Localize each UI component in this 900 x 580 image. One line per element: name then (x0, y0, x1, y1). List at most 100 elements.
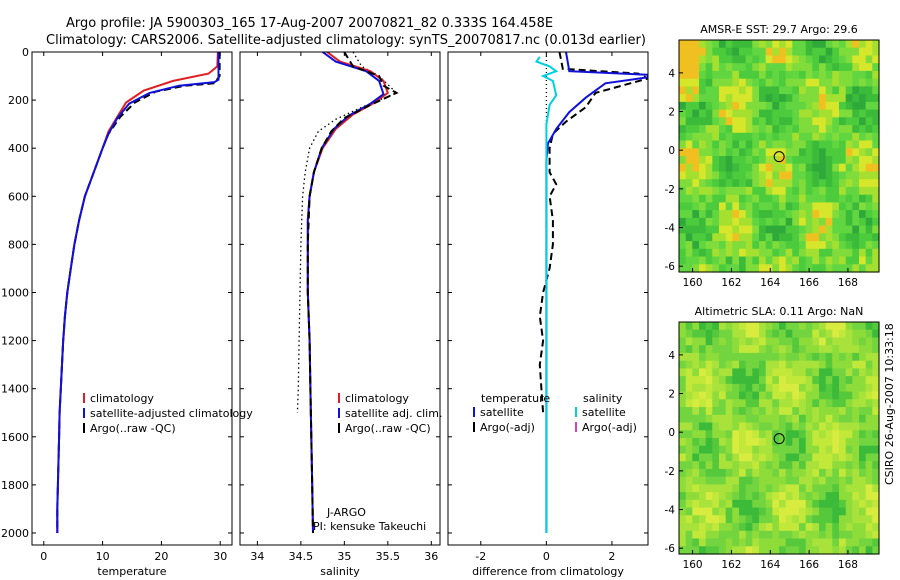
sst_map-cell (699, 256, 707, 265)
sla_map-cell (792, 352, 800, 362)
sst_map-cell (732, 94, 740, 103)
sla_map-cell (685, 484, 693, 493)
sst_map-cell (812, 248, 820, 258)
sla_map-cell (872, 322, 880, 331)
sst_map-cell (679, 94, 687, 103)
sst_map-cell (819, 78, 827, 87)
sla_map-cell (859, 422, 867, 431)
sst_map-cell (759, 86, 767, 95)
sla_map-cell (839, 445, 847, 454)
sla_map-cell (692, 391, 700, 400)
sla_map-cell (739, 430, 747, 439)
sst_map-cell (845, 117, 853, 126)
sst_map-cell (845, 171, 853, 180)
sla_map-cell (799, 360, 807, 369)
sst_map-cell (825, 86, 833, 95)
sst_map-cell (779, 117, 787, 126)
sst_map-cell (759, 202, 767, 211)
sla_map-cell (792, 546, 800, 555)
sla_map-cell (785, 407, 793, 416)
sla_map-cell (745, 476, 753, 485)
sst_map-cell (699, 86, 707, 95)
sst_map-cell (725, 70, 733, 80)
sla_map-cell (872, 453, 880, 462)
sla_map-cell (772, 515, 780, 524)
sla_map-cell (839, 391, 847, 400)
salinity-series-1 (306, 52, 389, 534)
sst_map-cell (832, 148, 840, 157)
sst_map-cell (792, 217, 800, 227)
sla_map-cell (779, 376, 787, 385)
sla_map-cell (825, 345, 833, 354)
sla_map-cell (765, 383, 773, 393)
sst_map-cell (865, 70, 873, 80)
sst_map-cell (699, 171, 707, 180)
sla_map-cell (765, 430, 773, 439)
sla_map-cell (792, 376, 800, 385)
difference-legend-salinity-label-0: satellite (582, 406, 626, 419)
sla_map-cell (745, 499, 753, 509)
sst_map-cell (705, 194, 713, 203)
sla_map-cell (765, 530, 773, 540)
sla_map-cell (679, 322, 687, 331)
sla_map-cell (819, 499, 827, 509)
sla_map-cell (805, 345, 813, 354)
sst_map-cell (705, 125, 713, 134)
sst_map-cell (712, 233, 720, 242)
sst_map-cell (825, 217, 833, 227)
sla_map-cell (739, 383, 747, 393)
sst_map-cell (872, 70, 880, 80)
sst_map-cell (832, 264, 840, 273)
difference-legend-temperature-title: temperature (481, 392, 550, 405)
sla_map-cell (719, 422, 727, 431)
sst_map-cell (785, 256, 793, 265)
sla_map-cell (825, 360, 833, 369)
sla_map-cell (692, 407, 700, 416)
sst_map-cell (699, 40, 707, 49)
sla_map-xtick-label: 168 (838, 559, 858, 571)
sst_map-cell (859, 186, 867, 196)
sst_map-cell (819, 101, 827, 111)
sst_map-cell (852, 163, 860, 172)
sla_map-cell (865, 360, 873, 369)
sla_map-cell (719, 337, 727, 346)
sst_map-cell (812, 70, 820, 80)
sla_map-cell (759, 329, 767, 338)
sst_map-cell (819, 202, 827, 211)
sla_map-cell (725, 329, 733, 338)
temperature-xtick-label: 30 (213, 550, 227, 563)
sla_map-cell (799, 376, 807, 385)
sla_map-cell (705, 476, 713, 485)
sla_map-cell (759, 484, 767, 493)
sst_map-cell (725, 202, 733, 211)
sla_map-cell (679, 492, 687, 501)
sst_map-cell (765, 86, 773, 95)
sla_map-cell (839, 453, 847, 462)
sla_map-cell (819, 414, 827, 424)
sst_map-cell (839, 233, 847, 242)
sla_map-cell (752, 515, 760, 524)
sla_map-cell (725, 407, 733, 416)
sst_map-cell (779, 233, 787, 242)
float-program-label: J-ARGO (326, 506, 366, 519)
salinity-xtick-label: 34.5 (289, 550, 314, 563)
sla_map-cell (832, 383, 840, 393)
sst_map-cell (712, 171, 720, 180)
sst_map-cell (759, 156, 767, 165)
sla_map-cell (725, 360, 733, 369)
salinity-series-3 (306, 52, 399, 534)
sla_map-cell (759, 515, 767, 524)
sla_map-cell (865, 329, 873, 338)
sst_map-cell (825, 179, 833, 188)
sla_map-cell (705, 523, 713, 532)
sst_map-cell (725, 186, 733, 196)
sla_map-cell (832, 430, 840, 439)
sla_map-cell (712, 368, 720, 377)
sst_map-cell (692, 156, 700, 165)
sst_map-cell (699, 217, 707, 227)
sst_map-cell (685, 202, 693, 211)
sst_map-cell (839, 70, 847, 80)
sla_map-cell (799, 445, 807, 454)
sla_map-cell (839, 461, 847, 470)
sla_map-cell (772, 492, 780, 501)
